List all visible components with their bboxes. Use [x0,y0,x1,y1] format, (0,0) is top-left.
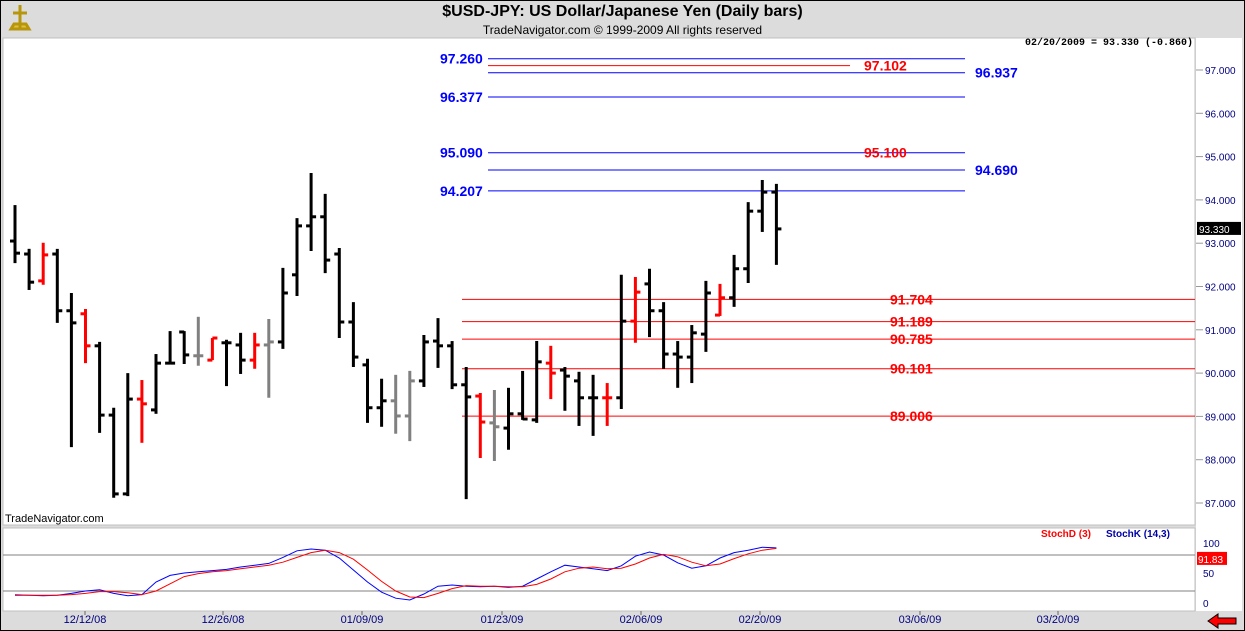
x-tick-label: 01/09/09 [341,614,384,626]
y-tick-label: 95.000 [1205,153,1236,164]
y-tick-label: 97.000 [1205,66,1236,77]
level-label: 95.100 [864,144,907,160]
legend-stochd: StochD (3) [1041,529,1091,540]
stoch-tick-label: 50 [1203,569,1215,580]
level-label: 96.377 [440,89,483,105]
y-tick-label: 89.000 [1205,412,1236,423]
level-label: 94.207 [440,183,483,199]
level-label: 95.090 [440,145,483,161]
stoch-tick-label: 0 [1203,599,1209,610]
chart-title: $USD-JPY: US Dollar/Japanese Yen (Daily … [442,3,803,20]
level-label: 91.704 [890,291,933,307]
x-tick-label: 12/26/08 [202,614,245,626]
y-tick-label: 94.000 [1205,196,1236,207]
x-tick-label: 03/20/09 [1037,614,1080,626]
stoch-last-label: 91.83 [1198,555,1223,566]
level-label: 91.189 [890,314,933,330]
x-tick-label: 03/06/09 [899,614,942,626]
y-tick-label: 87.000 [1205,499,1236,510]
x-tick-label: 12/12/08 [64,614,107,626]
y-tick-label: 91.000 [1205,326,1236,337]
stoch-last-box [1197,551,1227,565]
level-label: 89.006 [890,408,933,424]
level-label: 90.101 [890,361,933,377]
last-price-box [1197,221,1241,235]
level-label: 97.260 [440,51,483,67]
x-tick-label: 01/23/09 [481,614,524,626]
y-tick-label: 90.000 [1205,369,1236,380]
scroll-right-arrow-icon[interactable] [1207,613,1237,629]
level-label: 97.102 [864,58,907,74]
last-price-label: 93.330 [1199,225,1230,236]
stoch-tick-label: 100 [1203,539,1220,550]
y-tick-label: 92.000 [1205,283,1236,294]
level-label: 90.785 [890,331,933,347]
stochd-line [14,547,777,599]
trade-navigator-logo-icon [5,3,35,33]
last-price-stamp: 02/20/2009 = 93.330 (-0.860) [1024,38,1193,49]
y-tick-label: 88.000 [1205,456,1236,467]
x-tick-label: 02/20/09 [739,614,782,626]
price-panel [2,37,1196,526]
price-axis [1196,38,1242,611]
y-tick-label: 93.000 [1205,239,1236,250]
level-label: 96.937 [975,65,1018,81]
level-label: 94.690 [975,162,1018,178]
x-tick-label: 02/06/09 [620,614,663,626]
legend-stochk: StochK (14,3) [1106,529,1170,540]
y-tick-label: 96.000 [1205,109,1236,120]
watermark: TradeNavigator.com [5,513,104,525]
copyright: TradeNavigator.com © 1999-2009 All right… [482,23,763,37]
